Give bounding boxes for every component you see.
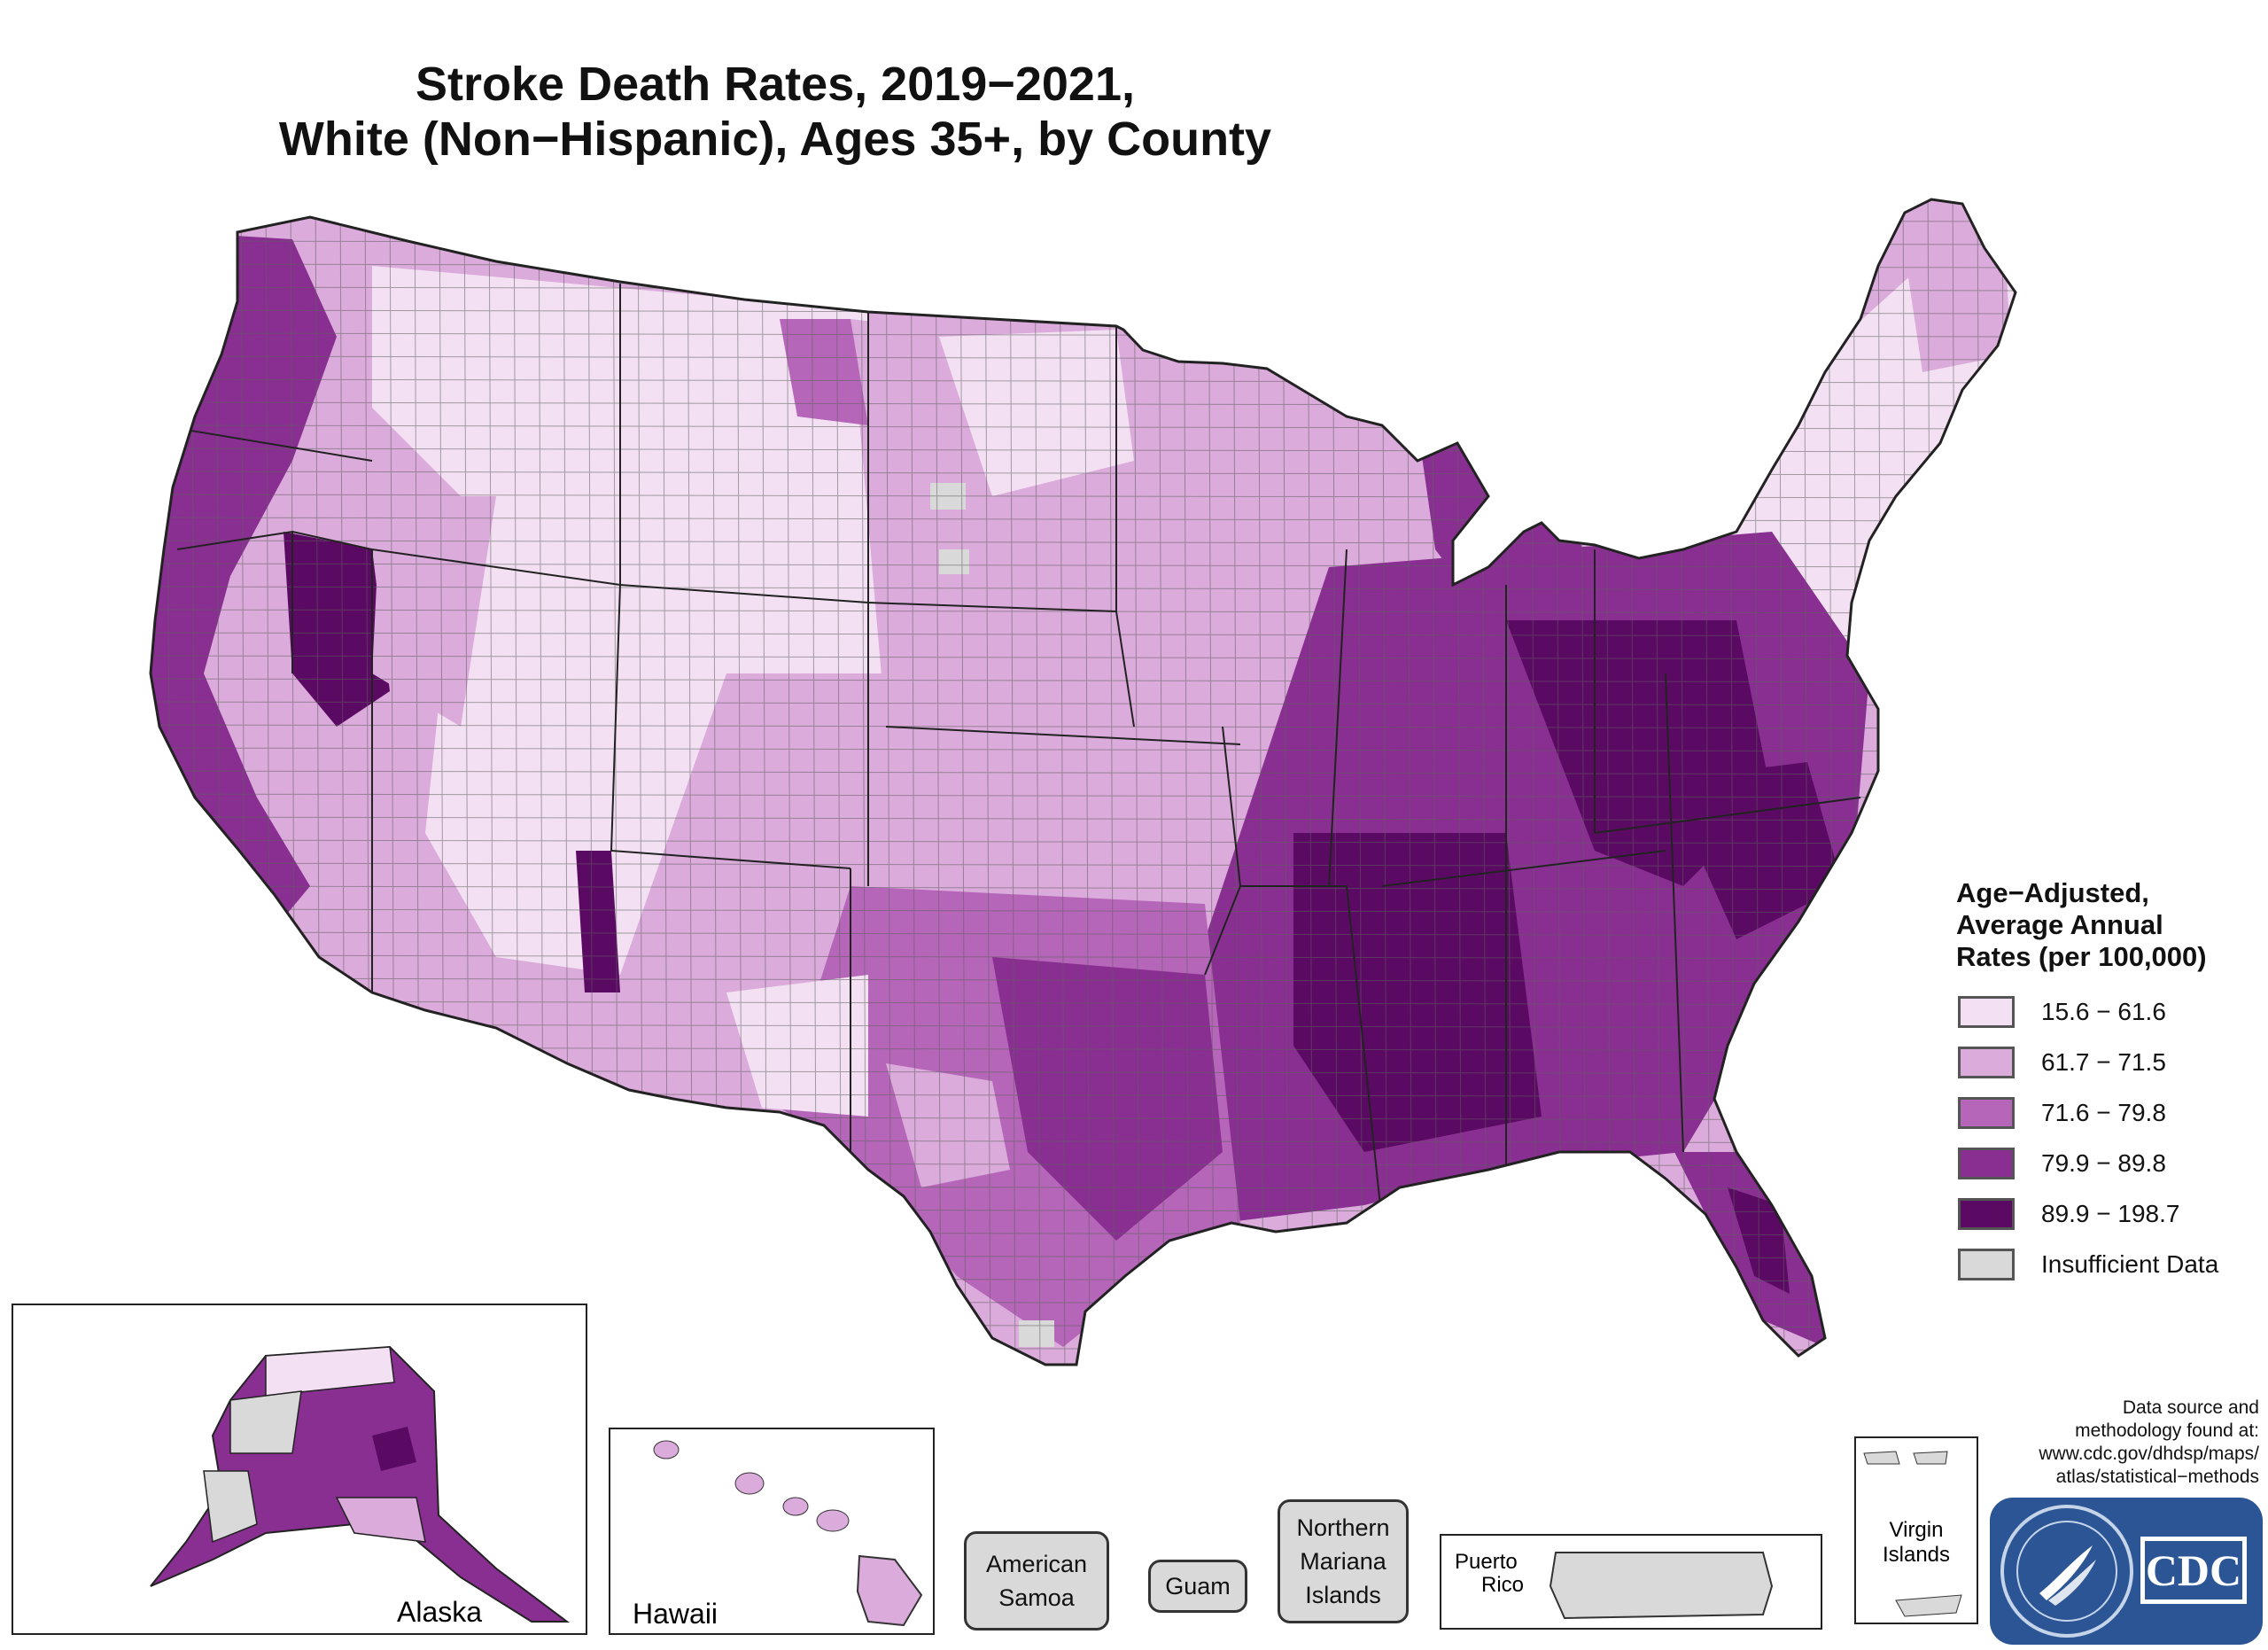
legend-swatch [1958, 1097, 2015, 1129]
american-samoa-label-line-2: Samoa [998, 1584, 1075, 1611]
legend-label: 71.6 − 79.8 [2041, 1099, 2166, 1126]
hawaii-label: Hawaii [633, 1598, 718, 1630]
cdc-logo: CDC [1990, 1498, 2263, 1645]
map-title: Stroke Death Rates, 2019−2021, White (No… [0, 57, 1550, 167]
northern-mariana-label-line-2: Mariana [1300, 1548, 1386, 1575]
virgin-islands-inset [1854, 1436, 1978, 1624]
state-boundaries [159, 284, 1861, 1224]
alaska-label: Alaska [397, 1596, 482, 1628]
source-line-2: methodology found at: [2075, 1420, 2259, 1441]
legend-title: Age−Adjusted, Average Annual Rates (per … [1956, 877, 2257, 973]
legend-swatch [1958, 1249, 2015, 1280]
american-samoa-box: American Samoa [964, 1531, 1109, 1631]
puerto-rico-label-line-2: Rico [1481, 1573, 1524, 1597]
hhs-seal-icon [2000, 1505, 2133, 1638]
data-source-note: Data source and methodology found at: ww… [1949, 1397, 2259, 1489]
guam-label: Guam [1165, 1573, 1231, 1599]
legend: Age−Adjusted, Average Annual Rates (per … [1956, 877, 2257, 1290]
guam-box: Guam [1148, 1560, 1247, 1613]
northern-mariana-label-line-3: Islands [1305, 1582, 1381, 1608]
legend-label: 79.9 − 89.8 [2041, 1149, 2166, 1177]
alaska-inset [12, 1304, 587, 1635]
northern-mariana-islands-box: Northern Mariana Islands [1278, 1499, 1409, 1623]
source-line-4: atlas/statistical−methods [2055, 1467, 2259, 1487]
hawaii-inset [609, 1428, 935, 1635]
puerto-rico-inset [1440, 1534, 1822, 1630]
contiguous-us-map [149, 198, 2017, 1366]
puerto-rico-label-line-1: Puerto [1455, 1550, 1518, 1574]
virgin-islands-label-line-1: Virgin [1890, 1518, 1944, 1542]
legend-swatch [1958, 1198, 2015, 1230]
legend-item: 61.7 − 71.5 [1956, 1038, 2257, 1088]
american-samoa-label-line-1: American [985, 1551, 1088, 1577]
legend-label: 61.7 − 71.5 [2041, 1048, 2166, 1076]
source-line-1: Data source and [2122, 1397, 2259, 1418]
legend-item: 89.9 − 198.7 [1956, 1189, 2257, 1240]
legend-label: Insufficient Data [2041, 1250, 2219, 1278]
virgin-islands-label-line-2: Islands [1883, 1543, 1950, 1567]
title-line-1: Stroke Death Rates, 2019−2021, [416, 58, 1135, 111]
legend-label: 89.9 − 198.7 [2041, 1200, 2180, 1227]
legend-title-line-3: Rates (per 100,000) [1956, 941, 2207, 972]
legend-item: Insufficient Data [1956, 1240, 2257, 1290]
legend-item: 15.6 − 61.6 [1956, 987, 2257, 1038]
legend-title-line-1: Age−Adjusted, [1956, 877, 2149, 908]
legend-label: 15.6 − 61.6 [2041, 998, 2166, 1025]
legend-swatch [1958, 1047, 2015, 1078]
legend-item: 79.9 − 89.8 [1956, 1139, 2257, 1189]
legend-title-line-2: Average Annual [1956, 909, 2163, 940]
legend-swatch [1958, 1148, 2015, 1179]
legend-swatch [1958, 996, 2015, 1028]
title-line-2: White (Non−Hispanic), Ages 35+, by Count… [278, 113, 1272, 166]
cdc-logo-text: CDC [2140, 1537, 2247, 1604]
source-line-3: www.cdc.gov/dhdsp/maps/ [2039, 1444, 2259, 1464]
northern-mariana-label-line-1: Northern [1296, 1514, 1390, 1541]
legend-item: 71.6 − 79.8 [1956, 1088, 2257, 1139]
